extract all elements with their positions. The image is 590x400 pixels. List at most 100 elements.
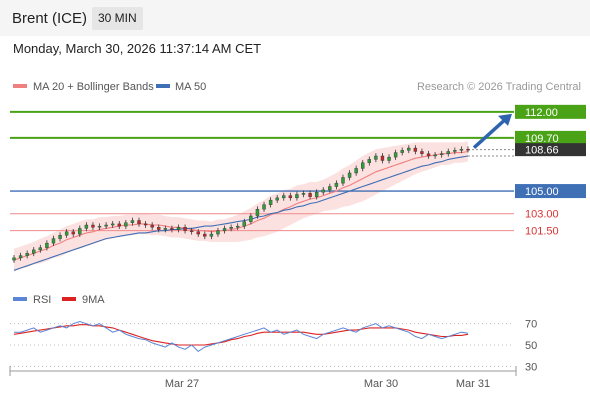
candle-body [236, 225, 240, 228]
candle-body [433, 154, 437, 157]
level-label-105.00: 105.00 [525, 186, 559, 198]
candle-body [459, 148, 464, 151]
candle-body [439, 153, 444, 156]
candle-body [328, 186, 332, 191]
candle-body [51, 238, 56, 244]
candle-body [12, 257, 16, 261]
candle-body [163, 228, 168, 230]
candle-body [249, 215, 253, 222]
last-price-box [515, 143, 586, 157]
candle-body [150, 224, 154, 228]
level-label-103.00: 103.00 [525, 209, 559, 221]
forecast-arrow-head [498, 113, 512, 126]
rsi-ma9-line [13, 324, 469, 346]
candle-body [110, 223, 115, 226]
x-axis: Mar 27 Mar 30 Mar 31 [9, 366, 517, 390]
forecast-arrow-shaft [472, 117, 508, 149]
candle-body [189, 230, 194, 233]
candle-body [143, 223, 148, 226]
candle-body [97, 225, 102, 228]
rsi-line [14, 320, 469, 353]
candle-body [183, 227, 187, 231]
candle-body [295, 194, 299, 199]
candle-body [32, 249, 36, 254]
candle-body [18, 255, 23, 259]
candle-body [157, 227, 161, 230]
candle-body [91, 224, 95, 228]
candle-body [387, 156, 391, 161]
candle-body [262, 204, 266, 210]
x-tick-label: Mar 31 [456, 378, 490, 390]
candle-body [130, 220, 135, 223]
ma20-legend-swatch [13, 84, 27, 88]
candle-body [282, 195, 286, 199]
interval-badge[interactable]: 30 MIN [92, 7, 143, 30]
candle-body [367, 159, 372, 163]
ma9-legend-label: 9MA [82, 294, 105, 306]
last-price-label: 108.66 [525, 145, 559, 157]
level-label-101.50: 101.50 [525, 226, 559, 238]
candle-body [453, 150, 457, 152]
ma20-legend-label: MA 20 + Bollinger Bands [33, 81, 154, 93]
level-box-112.00 [515, 104, 586, 119]
rsi-legend-label: RSI [33, 294, 51, 306]
candle-body [301, 193, 306, 195]
candle-body [84, 224, 89, 229]
candle-body [288, 195, 293, 199]
ma9-legend-swatch [62, 297, 76, 301]
candle-body [38, 247, 43, 251]
level-box-109.70 [515, 130, 586, 145]
candle-body [209, 233, 214, 237]
candle-body [58, 235, 62, 239]
candle-body [104, 224, 108, 227]
candle-body [268, 199, 273, 205]
level-box-105.00 [515, 184, 586, 199]
candle-body [321, 189, 325, 193]
candle-body [361, 162, 365, 169]
ma50-line [13, 155, 469, 271]
candle-body [117, 223, 121, 227]
candle-body [78, 228, 82, 235]
level-label-112.00: 112.00 [525, 107, 558, 119]
candle-body [426, 153, 431, 157]
rsi-chart: 70 50 30 [10, 319, 537, 373]
candle-body [334, 182, 339, 187]
candle-body [137, 220, 141, 225]
candle-body [446, 151, 450, 154]
candle-body [45, 242, 49, 248]
bollinger-band [14, 141, 468, 272]
candle-body [255, 208, 260, 217]
ma50-legend-label: MA 50 [175, 81, 206, 93]
rsi-tick-50: 50 [525, 340, 537, 352]
ma50-legend-swatch [156, 84, 170, 88]
candle-body [341, 177, 345, 184]
candle-body [242, 221, 246, 227]
candle-body [407, 147, 411, 151]
candle-body [170, 228, 174, 230]
ma20-line [13, 150, 469, 261]
rsi-tick-70: 70 [525, 319, 537, 331]
candle-body [275, 197, 279, 201]
candle-body [420, 151, 424, 154]
candle-body [176, 227, 181, 230]
rsi-tick-30: 30 [525, 361, 537, 373]
candle-body [393, 152, 398, 158]
x-tick-label: Mar 30 [364, 378, 398, 390]
candle-body [124, 222, 128, 227]
candle-body [196, 231, 200, 235]
candle-body [374, 155, 378, 160]
candle-body [71, 231, 75, 235]
candle-body [222, 228, 227, 231]
candle-body [64, 231, 69, 236]
candle-body [413, 147, 418, 152]
candle-body [308, 193, 312, 197]
level-label-109.70: 109.70 [525, 133, 559, 145]
candle-body [380, 155, 385, 161]
price-chart: 112.00 109.70 105.00 103.00 101.50 108.66 [10, 104, 586, 272]
candle-body [203, 233, 207, 237]
x-tick-label: Mar 27 [165, 378, 199, 390]
header-bar: Brent (ICE) 30 MIN [0, 0, 590, 36]
candle-body [400, 150, 404, 153]
candle-body [25, 253, 29, 256]
